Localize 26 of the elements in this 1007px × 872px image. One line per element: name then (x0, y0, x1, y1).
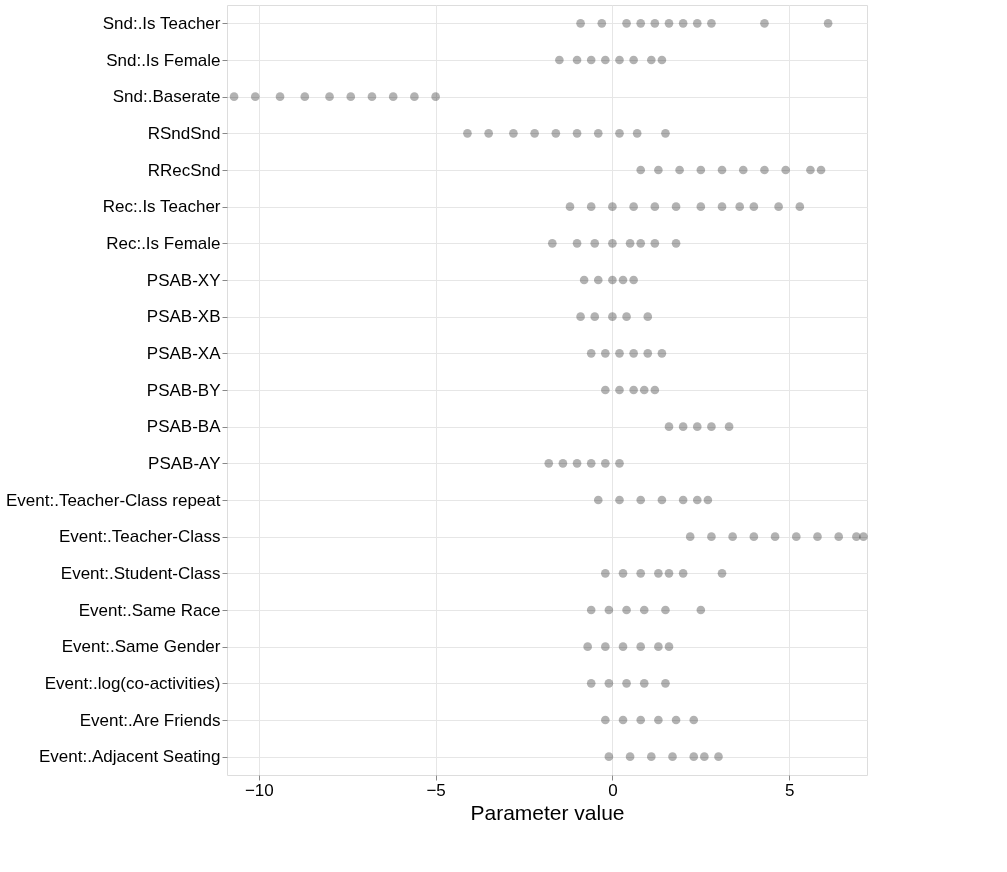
y-tick-label: Event:.Same Gender (61, 637, 221, 657)
x-tick-label: 0 (608, 780, 618, 800)
x-axis-title: Parameter value (470, 800, 625, 824)
y-tick-label: Event:.Student-Class (60, 563, 221, 583)
y-tick-label: PSAB-XY (146, 270, 221, 290)
y-tick-label: Snd:.Is Female (106, 50, 221, 70)
y-tick-label: PSAB-BY (146, 380, 221, 400)
y-tick-label: Event:.Teacher-Class (58, 527, 221, 547)
y-tick-label: Event:.Are Friends (79, 710, 221, 730)
y-tick-label: Snd:.Is Teacher (102, 13, 221, 33)
y-tick-label: Rec:.Is Teacher (102, 197, 221, 217)
x-tick-label: −5 (426, 780, 446, 800)
y-tick-label: Event:.Same Race (78, 600, 221, 620)
y-tick-label: Snd:.Baserate (112, 87, 221, 107)
x-tick-label: 5 (784, 780, 795, 800)
y-tick-label: PSAB-XA (146, 343, 222, 363)
y-tick-label: PSAB-AY (148, 453, 221, 473)
y-tick-label: Rec:.Is Female (106, 233, 221, 253)
y-tick-label: Event:.Adjacent Seating (39, 747, 221, 767)
y-tick-label: PSAB-BA (146, 417, 222, 437)
x-tick-label: −10 (244, 780, 274, 800)
y-tick-label: Event:.Teacher-Class repeat (6, 490, 221, 510)
y-tick-label: RRecSnd (147, 160, 221, 180)
y-tick-label: PSAB-XB (146, 307, 221, 327)
y-tick-label: Event:.log(co-activities) (44, 673, 221, 693)
y-tick-label: RSndSnd (147, 123, 221, 143)
